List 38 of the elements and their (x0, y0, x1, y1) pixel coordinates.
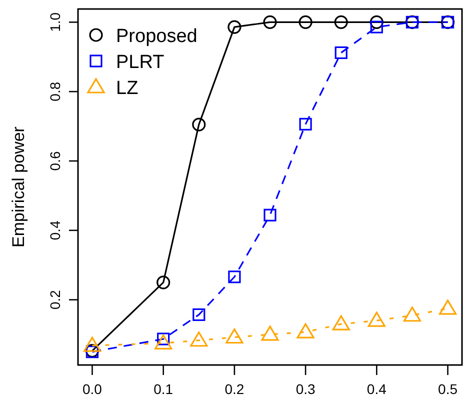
y-tick-label: 0.8 (47, 82, 63, 102)
point (298, 15, 312, 29)
point (334, 15, 348, 29)
y-tick-label: 1.0 (47, 12, 63, 32)
point (299, 118, 312, 130)
point (228, 270, 241, 284)
point (192, 308, 206, 321)
y-axis-title: Empirical power (9, 126, 28, 248)
point (296, 323, 314, 338)
legend-label: LZ (116, 78, 139, 99)
x-tick-label: 0.5 (438, 381, 458, 397)
point (154, 334, 172, 350)
x-tick-label: 0.3 (296, 381, 316, 397)
point (156, 276, 170, 290)
y-tick-label: 0.4 (47, 220, 63, 240)
point (192, 118, 206, 132)
point (368, 312, 386, 327)
y-tick-label: 0.2 (47, 290, 63, 310)
point (190, 332, 208, 347)
point (370, 20, 383, 34)
point (334, 46, 348, 60)
point (263, 15, 277, 29)
point (332, 315, 350, 330)
point (370, 15, 384, 29)
point (83, 336, 102, 352)
x-tick-label: 0.1 (154, 381, 174, 397)
x-tick-label: 0.2 (224, 381, 244, 397)
point (261, 326, 279, 341)
point (264, 208, 276, 222)
point (226, 328, 244, 344)
legend-label: Proposed (116, 26, 198, 47)
point (228, 20, 242, 34)
y-tick-label: 0.6 (47, 151, 63, 171)
x-tick-label: 0.4 (366, 381, 387, 397)
x-tick-label: 0.0 (82, 381, 102, 397)
point (403, 306, 422, 322)
legend-label: PLRT (116, 52, 165, 73)
point (438, 300, 457, 315)
